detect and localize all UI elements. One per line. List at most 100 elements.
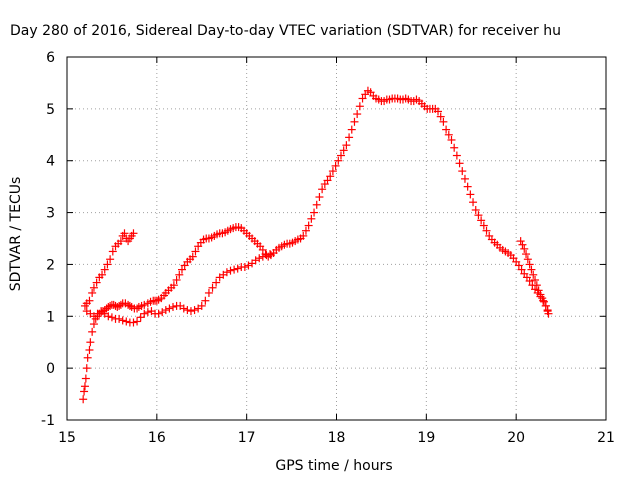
data-point (532, 281, 541, 290)
data-point (244, 261, 253, 270)
data-point (442, 125, 451, 134)
data-point (89, 320, 98, 329)
x-tick-label: 15 (58, 430, 76, 446)
data-point (336, 151, 345, 160)
data-point (450, 143, 459, 152)
data-point (152, 296, 161, 305)
data-point (312, 200, 321, 209)
data-point (103, 260, 112, 269)
data-point (133, 317, 142, 326)
data-point (81, 374, 90, 383)
data-point (255, 254, 264, 263)
data-point (439, 117, 448, 126)
data-point (80, 387, 89, 396)
data-point (458, 167, 467, 176)
data-point (455, 159, 464, 168)
data-point (525, 277, 534, 286)
data-point (531, 275, 540, 284)
data-point (98, 270, 107, 279)
data-point (350, 117, 359, 126)
data-point (133, 304, 142, 313)
data-point (122, 317, 131, 326)
data-point (315, 193, 324, 202)
data-point (353, 110, 362, 119)
data-point (186, 307, 195, 316)
data-point (460, 174, 469, 183)
data-point (525, 260, 534, 269)
data-point (136, 313, 145, 322)
data-point (88, 288, 97, 297)
data-point (175, 270, 184, 279)
data-point (469, 198, 478, 207)
data-point (212, 278, 221, 287)
data-point (323, 176, 332, 185)
data-point (125, 301, 134, 310)
data-point (518, 240, 527, 249)
data-point (158, 308, 167, 317)
data-point (107, 313, 116, 322)
y-tick-label: 4 (46, 154, 55, 170)
data-point (129, 318, 138, 327)
y-tick-label: 3 (46, 206, 55, 222)
data-point (79, 395, 88, 404)
y-tick-label: 0 (46, 361, 55, 377)
data-point (347, 125, 356, 134)
data-point (541, 301, 550, 310)
data-point (522, 250, 531, 259)
data-point (88, 327, 97, 336)
data-point (118, 316, 127, 325)
data-point (85, 296, 94, 305)
data-point (328, 167, 337, 176)
data-point (169, 281, 178, 290)
y-tick-label: 1 (46, 309, 55, 325)
data-points (79, 86, 553, 404)
data-point (116, 237, 125, 246)
data-point (226, 266, 235, 275)
data-point (534, 286, 543, 295)
grid-lines (67, 57, 606, 420)
data-point (304, 221, 313, 230)
data-point (523, 255, 532, 264)
data-point (140, 300, 149, 309)
data-point (169, 302, 178, 311)
data-point (92, 278, 101, 287)
data-point (140, 309, 149, 318)
data-point (191, 247, 200, 256)
data-point (179, 304, 188, 313)
data-point (326, 172, 335, 181)
data-point (183, 306, 192, 315)
data-point (477, 216, 486, 225)
y-tick-labels: -1 0 1 2 3 4 5 6 (41, 50, 55, 429)
data-point (258, 252, 267, 261)
data-point (339, 146, 348, 155)
data-point (482, 226, 491, 235)
data-point (355, 102, 364, 111)
data-point (172, 275, 181, 284)
y-tick-label: -1 (41, 413, 55, 429)
x-tick-label: 16 (148, 430, 166, 446)
data-point (342, 141, 351, 150)
data-point (100, 265, 109, 274)
data-point (301, 226, 310, 235)
data-point (233, 264, 242, 273)
x-tick-label: 18 (328, 430, 346, 446)
x-tick-label: 21 (597, 430, 615, 446)
y-tick-label: 5 (46, 102, 55, 118)
data-point (80, 382, 89, 391)
data-point (154, 309, 163, 318)
data-point (83, 353, 92, 362)
data-point (516, 237, 525, 246)
data-point (129, 229, 138, 238)
data-point (188, 252, 197, 261)
data-point (331, 161, 340, 170)
data-point (310, 208, 319, 217)
data-point (527, 265, 536, 274)
data-point (543, 306, 552, 315)
data-point (444, 130, 453, 139)
data-point (307, 214, 316, 223)
data-point (463, 182, 472, 191)
data-point (106, 255, 115, 264)
data-point (208, 283, 217, 292)
data-point (479, 221, 488, 230)
data-point (358, 94, 367, 103)
